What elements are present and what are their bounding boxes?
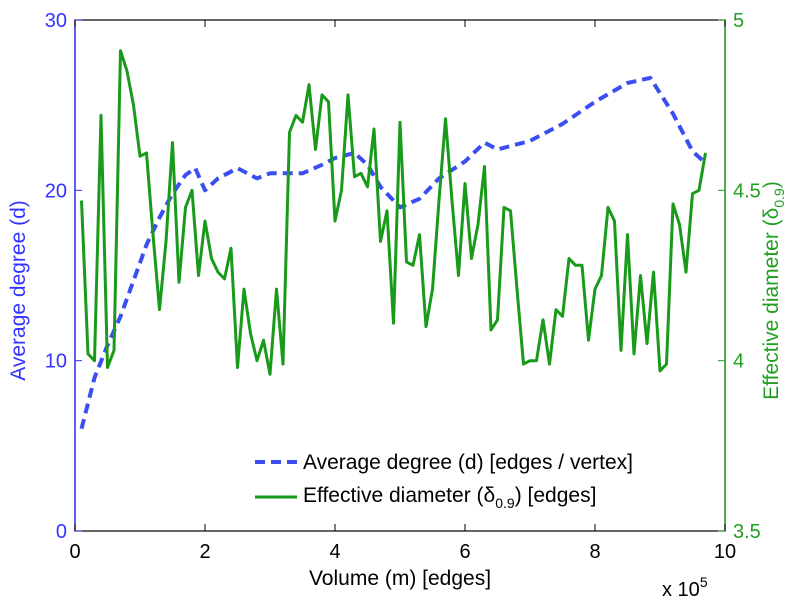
series-layer — [79, 49, 707, 430]
x-tick-label: 0 — [69, 541, 80, 563]
x-tick-label: 4 — [329, 541, 340, 563]
average-degree-series-line — [79, 75, 707, 430]
right-axis-label-end: ) — [760, 181, 783, 188]
x-tick-label: 2 — [199, 541, 210, 563]
right-tick-label: 5 — [733, 10, 744, 32]
legend-label-average-degree: Average degree (d) [edges / vertex] — [303, 451, 633, 474]
right-axis-label-subscript: 0.9 — [771, 188, 787, 208]
effective-diameter-series-line — [80, 49, 707, 376]
x-axis-multiplier-exponent: 5 — [700, 574, 708, 590]
legend: Average degree (d) [edges / vertex] Effe… — [255, 451, 633, 511]
left-tick-label: 20 — [45, 180, 67, 202]
x-tick-label: 10 — [714, 541, 736, 563]
left-tick-label: 30 — [45, 10, 67, 32]
left-tick-label: 0 — [56, 521, 67, 543]
legend-label-effective-diameter-main: Effective diameter (δ — [303, 484, 495, 507]
left-axis-label: Average degree (d) — [7, 200, 30, 381]
x-tick-label: 8 — [589, 541, 600, 563]
x-tick-label: 6 — [459, 541, 470, 563]
right-tick-label: 4 — [733, 351, 744, 373]
legend-label-effective-diameter-subscript: 0.9 — [495, 495, 515, 511]
x-axis-multiplier: x 105 — [662, 574, 708, 600]
legend-label-effective-diameter: Effective diameter (δ0.9) [edges] — [303, 484, 596, 511]
right-tick-label: 3.5 — [733, 521, 761, 543]
right-axis-label-main: Effective diameter (δ — [760, 208, 783, 400]
right-axis-label: Effective diameter (δ0.9) — [760, 181, 787, 400]
right-tick-label: 4.5 — [733, 180, 761, 202]
x-axis-label: Volume (m) [edges] — [309, 567, 491, 590]
x-axis-multiplier-base: x 10 — [662, 579, 700, 600]
legend-label-effective-diameter-tail: ) [edges] — [515, 484, 597, 507]
left-tick-label: 10 — [45, 351, 67, 373]
